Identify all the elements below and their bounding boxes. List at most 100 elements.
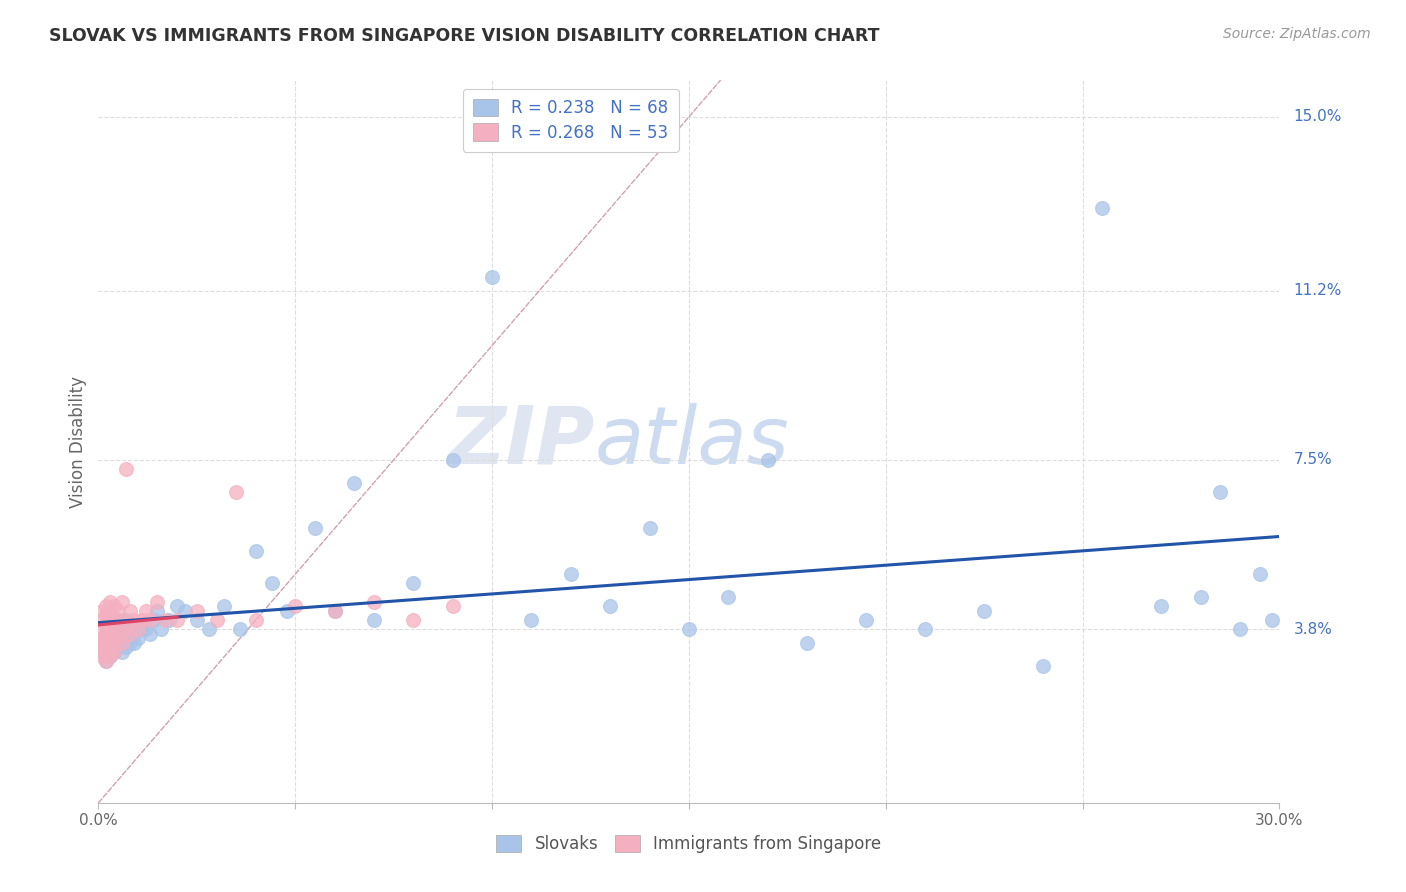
Point <box>98 613 121 627</box>
Point <box>481 269 503 284</box>
Point <box>91 622 114 636</box>
Point <box>914 622 936 636</box>
Point <box>127 631 149 645</box>
Point <box>107 626 129 640</box>
Point <box>131 622 153 636</box>
Point <box>520 613 543 627</box>
Point <box>166 613 188 627</box>
Point <box>111 622 134 636</box>
Point <box>115 622 138 636</box>
Point <box>98 649 121 664</box>
Point <box>98 622 121 636</box>
Y-axis label: Vision Disability: Vision Disability <box>69 376 87 508</box>
Point <box>91 613 114 627</box>
Point <box>166 599 188 614</box>
Point <box>276 604 298 618</box>
Point <box>91 636 114 650</box>
Point <box>96 640 118 655</box>
Point <box>138 613 160 627</box>
Point <box>91 640 114 655</box>
Point <box>107 613 129 627</box>
Point <box>98 640 121 655</box>
Point <box>225 484 247 499</box>
Text: SLOVAK VS IMMIGRANTS FROM SINGAPORE VISION DISABILITY CORRELATION CHART: SLOVAK VS IMMIGRANTS FROM SINGAPORE VISI… <box>49 27 880 45</box>
Point <box>118 626 141 640</box>
Point <box>122 636 145 650</box>
Point <box>1032 658 1054 673</box>
Point <box>973 604 995 618</box>
Point <box>146 594 169 608</box>
Point <box>115 462 138 476</box>
Point <box>96 654 118 668</box>
Point <box>103 617 125 632</box>
Point <box>91 631 114 645</box>
Point <box>96 645 118 659</box>
Point <box>98 594 121 608</box>
Point <box>146 604 169 618</box>
Point <box>197 622 219 636</box>
Point <box>111 636 134 650</box>
Point <box>103 645 125 659</box>
Point <box>1229 622 1251 636</box>
Point <box>96 608 118 623</box>
Legend: Slovaks, Immigrants from Singapore: Slovaks, Immigrants from Singapore <box>489 828 889 860</box>
Point <box>115 613 138 627</box>
Point <box>205 613 228 627</box>
Point <box>115 640 138 655</box>
Point <box>98 649 121 664</box>
Point <box>560 567 582 582</box>
Point <box>103 631 125 645</box>
Text: 11.2%: 11.2% <box>1294 283 1341 298</box>
Point <box>756 453 779 467</box>
Point <box>111 631 134 645</box>
Point <box>186 604 208 618</box>
Point <box>174 604 197 618</box>
Text: atlas: atlas <box>595 402 789 481</box>
Point <box>135 604 157 618</box>
Point <box>91 645 114 659</box>
Text: Source: ZipAtlas.com: Source: ZipAtlas.com <box>1223 27 1371 41</box>
Point <box>229 622 252 636</box>
Point <box>103 645 125 659</box>
Point <box>284 599 307 614</box>
Point <box>131 613 153 627</box>
Point <box>127 622 149 636</box>
Text: 7.5%: 7.5% <box>1294 452 1331 467</box>
Point <box>122 626 145 640</box>
Point <box>150 622 173 636</box>
Point <box>98 622 121 636</box>
Point <box>402 576 425 591</box>
Point <box>138 626 160 640</box>
Point <box>402 613 425 627</box>
Point <box>96 626 118 640</box>
Point <box>111 645 134 659</box>
Point <box>599 599 621 614</box>
Point <box>96 636 118 650</box>
Point <box>111 594 134 608</box>
Point <box>245 544 267 558</box>
Point <box>98 631 121 645</box>
Point <box>441 453 464 467</box>
Point <box>638 521 661 535</box>
Point <box>1260 613 1282 627</box>
Point <box>107 622 129 636</box>
Point <box>323 604 346 618</box>
Point <box>91 631 114 645</box>
Point <box>115 626 138 640</box>
Point <box>1209 484 1232 499</box>
Point <box>96 617 118 632</box>
Point <box>304 521 326 535</box>
Point <box>103 613 125 627</box>
Point <box>107 631 129 645</box>
Point <box>107 604 129 618</box>
Point <box>98 636 121 650</box>
Text: ZIP: ZIP <box>447 402 595 481</box>
Point <box>245 613 267 627</box>
Point <box>214 599 236 614</box>
Point <box>186 613 208 627</box>
Point <box>343 475 366 490</box>
Point <box>91 604 114 618</box>
Point <box>107 640 129 655</box>
Point <box>1091 202 1114 216</box>
Point <box>111 613 134 627</box>
